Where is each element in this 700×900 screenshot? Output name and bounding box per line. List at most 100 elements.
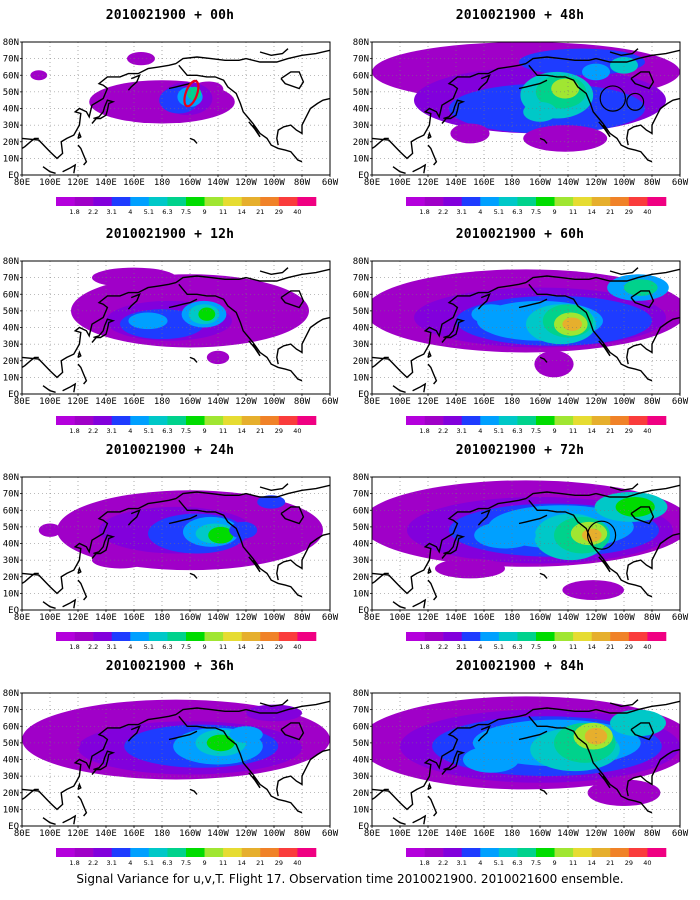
- colorbar-swatch: [297, 416, 317, 425]
- colorbar-swatch: [167, 848, 187, 857]
- colorbar-label: 21: [606, 643, 614, 651]
- x-tick-label: 160E: [473, 178, 495, 188]
- variance-contour: [128, 312, 168, 330]
- figure-caption: Signal Variance for u,v,T. Flight 17. Ob…: [76, 872, 624, 886]
- colorbar-label: 7.5: [531, 427, 541, 435]
- coastline: [175, 275, 247, 284]
- colorbar-swatch: [148, 632, 168, 641]
- y-tick-label: 60N: [353, 71, 369, 81]
- variance-contour: [257, 495, 286, 509]
- colorbar-swatch: [93, 632, 113, 641]
- colorbar-swatch: [297, 632, 317, 641]
- coastline: [427, 350, 432, 359]
- coastline: [626, 97, 680, 146]
- coastline: [276, 97, 330, 146]
- colorbar-swatch: [56, 632, 75, 641]
- x-tick-label: 140W: [557, 829, 579, 839]
- y-tick-label: 60N: [353, 722, 369, 732]
- x-tick-label: 140W: [207, 829, 229, 839]
- colorbar-swatch: [498, 632, 518, 641]
- y-tick-label: 50N: [3, 307, 19, 317]
- variance-contour: [229, 726, 263, 743]
- colorbar-label: 2.2: [438, 208, 448, 216]
- coastline: [127, 509, 141, 526]
- colorbar-swatch: [204, 197, 224, 206]
- colorbar-swatch: [573, 632, 593, 641]
- x-tick-label: 180: [154, 829, 170, 839]
- y-tick-label: 50N: [353, 523, 369, 533]
- x-tick-label: 180: [154, 397, 170, 407]
- coastline: [525, 56, 597, 65]
- colorbar-swatch: [204, 416, 224, 425]
- colorbar-label: 14: [238, 643, 246, 651]
- x-tick-label: 140E: [445, 397, 467, 407]
- x-tick-label: 60W: [322, 613, 339, 623]
- coastline: [427, 782, 432, 791]
- colorbar-label: 2.2: [438, 427, 448, 435]
- colorbar-swatch: [223, 632, 243, 641]
- panel-84h: 2010021900 + 84h EQ 10N 20N 30N 40N 50N 60N 70N…: [350, 659, 690, 884]
- colorbar-swatch: [536, 848, 555, 857]
- colorbar-label: 21: [256, 643, 264, 651]
- y-tick-label: 80N: [3, 38, 19, 48]
- y-tick-label: 40N: [353, 756, 369, 766]
- colorbar-label: 2.2: [88, 859, 98, 867]
- x-tick-label: 80W: [294, 178, 311, 188]
- colorbar-swatch: [647, 848, 667, 857]
- coastline: [630, 506, 655, 525]
- coastline: [248, 772, 261, 789]
- coastline: [248, 121, 261, 138]
- y-tick-label: 30N: [353, 340, 369, 350]
- colorbar-label: 6.3: [512, 208, 522, 216]
- colorbar-swatch: [443, 197, 463, 206]
- coastline: [22, 788, 39, 800]
- colorbar-swatch: [297, 848, 317, 857]
- colorbar-swatch: [554, 848, 574, 857]
- y-tick-label: 50N: [353, 307, 369, 317]
- coastline: [168, 514, 198, 525]
- y-tick-label: EQ: [358, 822, 369, 832]
- coastline: [248, 556, 261, 573]
- coastline: [412, 382, 427, 393]
- colorbar-swatch: [241, 632, 261, 641]
- coastline: [598, 556, 611, 573]
- colorbar-swatch: [536, 416, 555, 425]
- colorbar-label: 9: [203, 643, 207, 651]
- coastline: [189, 137, 198, 144]
- colorbar-label: 40: [293, 643, 301, 651]
- coastline: [441, 99, 466, 124]
- colorbar-label: 3.1: [457, 427, 467, 435]
- colorbar-swatch: [278, 416, 298, 425]
- colorbar-label: 29: [275, 859, 283, 867]
- x-tick-label: 180: [504, 613, 520, 623]
- y-tick-label: 80N: [353, 38, 369, 48]
- y-tick-label: 80N: [353, 257, 369, 267]
- x-tick-label: 140W: [207, 613, 229, 623]
- colorbar-swatch: [628, 197, 648, 206]
- panel-title: 2010021900 + 48h: [455, 8, 585, 23]
- colorbar-swatch: [93, 848, 113, 857]
- colorbar-label: 14: [238, 859, 246, 867]
- coastline: [245, 268, 330, 282]
- y-tick-label: 20N: [3, 573, 19, 583]
- colorbar-label: 3.1: [107, 859, 117, 867]
- x-tick-label: 180: [154, 613, 170, 623]
- coastline: [609, 48, 639, 57]
- colorbar-label: 29: [275, 208, 283, 216]
- panel-12h: 2010021900 + 12h EQ 10N 20N 30N 40N 50N 60N 70N…: [0, 227, 340, 452]
- colorbar-swatch: [186, 416, 205, 425]
- y-tick-label: 20N: [3, 789, 19, 799]
- colorbar-label: 29: [625, 859, 633, 867]
- y-tick-label: 40N: [3, 105, 19, 115]
- x-tick-label: 160W: [179, 829, 201, 839]
- coastline: [22, 713, 177, 811]
- y-tick-label: 40N: [3, 756, 19, 766]
- colorbar-swatch: [480, 632, 500, 641]
- colorbar-swatch: [628, 416, 648, 425]
- x-tick-label: 160W: [529, 613, 551, 623]
- x-tick-label: 160E: [123, 613, 145, 623]
- colorbar-swatch: [461, 416, 481, 425]
- y-tick-label: 40N: [353, 540, 369, 550]
- x-tick-label: 160E: [473, 397, 495, 407]
- variance-contour: [47, 732, 81, 753]
